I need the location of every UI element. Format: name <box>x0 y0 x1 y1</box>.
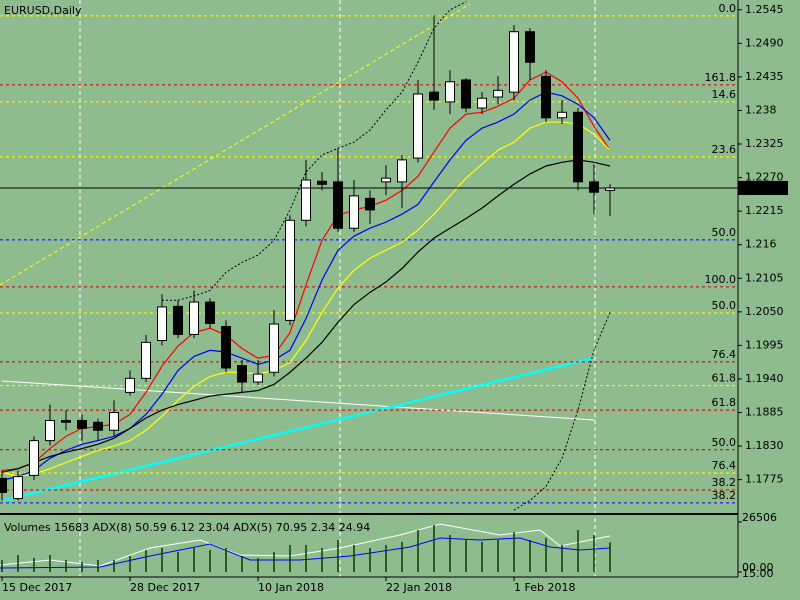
x-tick-label: 15 Dec 2017 <box>2 581 72 594</box>
level-label: 100.0 <box>705 273 737 286</box>
level-label: 50.0 <box>712 226 737 239</box>
adx-line <box>0 523 611 567</box>
candle-body <box>525 31 535 63</box>
candle-body <box>301 179 311 221</box>
candle-body <box>557 111 567 119</box>
candle-body <box>477 97 487 109</box>
y-tick-label: 1.1995 <box>745 338 784 351</box>
level-label: 161.8 <box>705 71 737 84</box>
candle-body <box>269 323 279 373</box>
x-tick-label: 22 Jan 2018 <box>386 581 452 594</box>
y-tick-label: 1.2215 <box>745 204 784 217</box>
y-tick-label: 1.1940 <box>745 372 784 385</box>
candle-body <box>109 412 119 431</box>
candle-body <box>397 159 407 183</box>
candle-body <box>205 301 215 324</box>
level-label: 76.4 <box>712 348 737 361</box>
level-label: 61.8 <box>712 396 737 409</box>
y-tick-label: 1.2490 <box>745 36 784 49</box>
candle-body <box>509 31 519 93</box>
candle-body <box>413 93 423 159</box>
last-price-box <box>738 180 788 195</box>
candle-body <box>93 421 103 431</box>
y-tick-label: 1.1775 <box>745 473 784 486</box>
indicator-line <box>162 1 467 301</box>
y-tick-label: 1.238 <box>745 103 777 116</box>
candle-body <box>0 477 7 493</box>
trend-line <box>4 356 595 502</box>
level-label: 76.4 <box>712 459 737 472</box>
x-tick-label: 1 Feb 2018 <box>514 581 575 594</box>
level-label: 38.2 <box>712 489 737 502</box>
y-tick-label: 1.2270 <box>745 171 784 184</box>
candle-body <box>285 219 295 321</box>
y-tick-label: 1.2050 <box>745 305 784 318</box>
candle-body <box>317 180 327 185</box>
candle-body <box>237 365 247 383</box>
level-label: 23.6 <box>712 143 737 156</box>
panel-tick-label: 00.00 <box>742 561 774 574</box>
y-tick-label: 1.2105 <box>745 271 784 284</box>
candle-body <box>573 111 583 183</box>
candle-body <box>253 373 263 383</box>
price-plot <box>0 1 738 511</box>
candle-body <box>77 419 87 429</box>
candle-body <box>29 440 39 476</box>
volume-panel: Volumes 15683 ADX(8) 50.59 6.12 23.04 AD… <box>0 511 777 580</box>
channel-line <box>0 3 471 286</box>
candle-body <box>381 177 391 183</box>
panel-label: Volumes 15683 ADX(8) 50.59 6.12 23.04 AD… <box>4 521 370 534</box>
level-label: 0.0 <box>719 2 737 15</box>
indicator-line <box>513 312 611 511</box>
x-tick-label: 28 Dec 2017 <box>130 581 200 594</box>
candle-body <box>333 181 343 229</box>
indicator-line <box>1 121 611 478</box>
candle-body <box>125 377 135 393</box>
x-tick-label: 10 Jan 2018 <box>258 581 324 594</box>
trend-line <box>1 380 595 421</box>
y-tick-label: 1.2435 <box>745 70 784 83</box>
candle-body <box>445 81 455 103</box>
candle-body <box>61 419 71 423</box>
candle-body <box>45 419 55 442</box>
y-tick-label: 1.1885 <box>745 406 784 419</box>
level-label: 50.0 <box>712 436 737 449</box>
y-tick-label: 1.216 <box>745 238 777 251</box>
chart-title: EURUSD,Daily <box>4 4 82 17</box>
panel-tick-label: 26506 <box>742 511 777 524</box>
adx-line <box>0 537 611 569</box>
candle-body <box>221 325 231 369</box>
indicator-line <box>1 71 611 472</box>
last-price-label: 1.2253 <box>743 181 782 194</box>
candle-body <box>541 75 551 119</box>
candle-body <box>589 181 599 193</box>
level-label: 61.8 <box>712 372 737 385</box>
y-tick-label: 1.1830 <box>745 439 784 452</box>
candle-body <box>173 305 183 335</box>
candle-body <box>349 195 359 229</box>
candle-body <box>141 341 151 379</box>
y-tick-label: 1.2545 <box>745 3 784 16</box>
level-label: 38.2 <box>712 476 737 489</box>
y-tick-label: 1.2325 <box>745 137 784 150</box>
candle-body <box>429 91 439 101</box>
candle-body <box>365 197 375 211</box>
candle-body <box>157 306 167 342</box>
level-label: 50.0 <box>712 299 737 312</box>
candle-body <box>189 301 199 335</box>
indicator-line <box>1 91 611 481</box>
candle-body <box>493 89 503 98</box>
fibo-levels: 0.0 161.8 14.6 23.6 50.0 100.0 50.0 76.4 61.8 61.… <box>0 2 738 504</box>
level-label: 14.6 <box>712 88 737 101</box>
candle-body <box>461 79 471 109</box>
candle-body <box>13 476 23 500</box>
panel-scale-label: 15.00 <box>742 567 774 580</box>
